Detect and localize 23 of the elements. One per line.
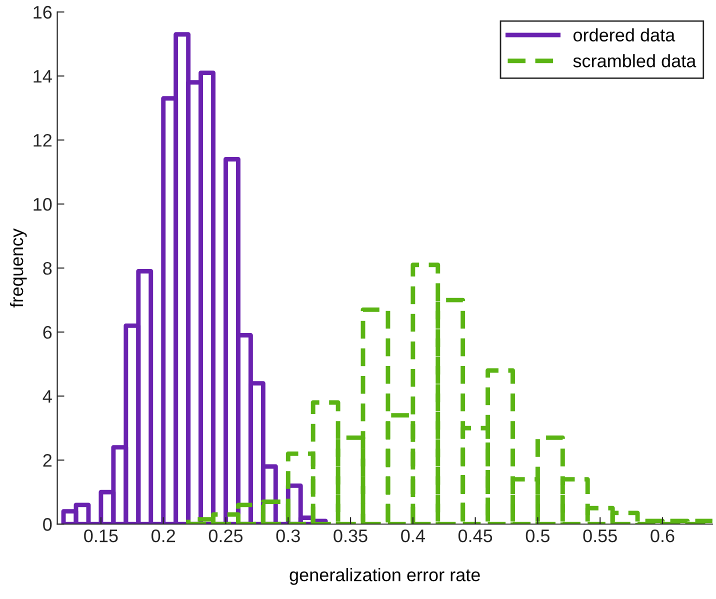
y-tick-label: 16 <box>34 6 52 19</box>
legend-label: ordered data <box>573 28 676 42</box>
x-tick-label: 0.15 <box>84 529 118 542</box>
y-tick-label: 0 <box>43 518 52 531</box>
y-tick-label: 12 <box>34 134 52 147</box>
x-tick-label: 0.6 <box>650 529 674 542</box>
y-tick-label: 14 <box>34 70 52 83</box>
x-tick-label: 0.2 <box>152 529 175 542</box>
x-tick-label: 0.5 <box>526 529 550 542</box>
x-tick-label: 0.3 <box>276 529 300 542</box>
legend-label: scrambled data <box>573 54 696 68</box>
x-axis-title: generalization error rate <box>290 568 480 585</box>
y-tick-label: 10 <box>34 198 52 211</box>
y-tick-label: 8 <box>43 262 52 275</box>
x-tick-label: 0.45 <box>458 529 492 542</box>
x-tick-label: 0.55 <box>583 529 617 542</box>
x-tick-label: 0.4 <box>401 529 425 542</box>
y-tick-label: 6 <box>43 326 52 339</box>
y-tick-label: 4 <box>42 390 52 403</box>
x-tick-label: 0.25 <box>208 529 243 542</box>
y-tick-label: 2 <box>43 454 52 467</box>
x-tick-label: 0.35 <box>334 529 368 542</box>
y-axis-title: frequency <box>10 228 27 308</box>
